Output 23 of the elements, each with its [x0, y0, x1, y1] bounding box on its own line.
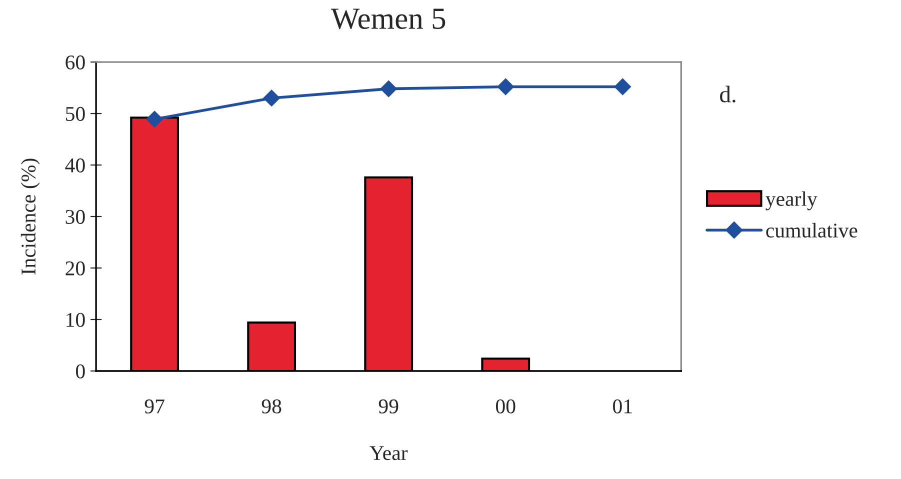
- x-axis-title: Year: [370, 446, 408, 460]
- x-tick-label: 98: [262, 399, 282, 414]
- x-tick-label: 01: [613, 399, 632, 414]
- point: [263, 90, 280, 106]
- y-tick-label: 30: [66, 210, 85, 224]
- y-tick-label: 40: [65, 158, 85, 172]
- y-tick-label: 60: [66, 55, 85, 70]
- point: [497, 78, 514, 96]
- chart-title: Wemen 5: [330, 8, 446, 30]
- point: [380, 80, 397, 98]
- y-tick-label: 0: [76, 364, 85, 378]
- x-tick-label: 97: [144, 399, 164, 414]
- y-tick-label: 50: [66, 106, 85, 121]
- y-axis-title: Incidence (%): [20, 158, 40, 274]
- point: [146, 110, 163, 128]
- x-tick-label: 00: [496, 399, 516, 414]
- legend-label: yearly: [766, 191, 818, 210]
- point: [614, 78, 632, 96]
- y-tick-label: 20: [66, 261, 85, 276]
- y-tick-label: 10: [66, 312, 85, 327]
- legend-label: cumulative: [766, 222, 858, 238]
- x-tick-label: 99: [378, 399, 398, 414]
- text: d.: [720, 86, 736, 103]
